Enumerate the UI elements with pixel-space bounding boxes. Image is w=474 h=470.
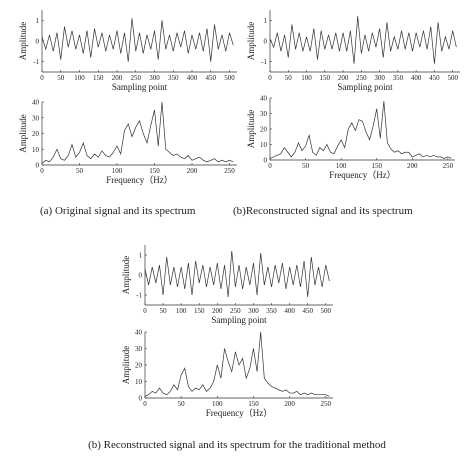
y-tick-label: 0	[139, 395, 143, 403]
caption: (a) Original signal and its spectrum	[40, 205, 196, 217]
y-axis-label: Amplitude	[246, 22, 256, 61]
x-tick-label: 150	[248, 400, 259, 408]
x-axis-label: Frequency（Hz）	[106, 175, 172, 185]
y-tick-label: 10	[260, 141, 268, 149]
y-tick-label: 30	[135, 345, 143, 353]
x-tick-label: 300	[248, 307, 259, 315]
x-tick-label: 300	[374, 74, 385, 82]
x-tick-label: 500	[321, 307, 332, 315]
y-tick-label: 40	[135, 329, 143, 337]
x-tick-label: 0	[143, 307, 147, 315]
x-tick-label: 50	[178, 400, 186, 408]
x-tick-label: 400	[187, 74, 198, 82]
signal-line	[269, 101, 452, 159]
y-tick-label: 40	[32, 99, 40, 107]
x-tick-label: 100	[301, 74, 312, 82]
x-tick-label: 150	[371, 162, 382, 170]
x-tick-label: 50	[302, 162, 310, 170]
caption: (b)Reconstructed signal and its spectrum	[233, 205, 413, 217]
y-axis-label: Amplitude	[246, 110, 256, 149]
y-tick-label: 20	[135, 362, 143, 370]
x-tick-label: 450	[206, 74, 217, 82]
x-tick-label: 150	[93, 74, 104, 82]
x-tick-label: 200	[187, 167, 198, 175]
x-tick-label: 250	[224, 167, 235, 175]
y-tick-label: 30	[260, 110, 268, 118]
x-tick-label: 200	[338, 74, 349, 82]
y-tick-label: 0	[36, 162, 40, 170]
x-tick-label: 150	[194, 307, 205, 315]
x-tick-label: 350	[393, 74, 404, 82]
x-tick-label: 500	[224, 74, 235, 82]
x-axis-label: Sampling point	[112, 82, 168, 92]
y-tick-label: 20	[260, 126, 268, 134]
x-tick-label: 450	[429, 74, 440, 82]
x-tick-label: 500	[447, 74, 458, 82]
x-tick-label: 400	[284, 307, 295, 315]
x-axis-label: Frequency（Hz）	[206, 408, 272, 418]
x-tick-label: 350	[266, 307, 277, 315]
x-tick-label: 50	[76, 167, 84, 175]
x-axis-label: Sampling point	[337, 82, 393, 92]
x-tick-label: 0	[40, 167, 44, 175]
caption: (b) Reconstructed signal and its spectru…	[88, 439, 386, 451]
x-tick-label: 200	[212, 307, 223, 315]
y-axis-label: Amplitude	[18, 22, 28, 61]
x-tick-label: 250	[321, 400, 332, 408]
y-axis-label: Amplitude	[18, 114, 28, 153]
signal-line	[144, 250, 330, 298]
x-tick-label: 300	[149, 74, 160, 82]
y-tick-label: 1	[264, 17, 268, 25]
signal-line	[144, 331, 330, 397]
signal-line	[269, 16, 457, 64]
x-tick-label: 200	[407, 162, 418, 170]
x-tick-label: 0	[268, 74, 272, 82]
y-tick-label: 0	[264, 157, 268, 165]
x-axis-label: Sampling point	[211, 315, 267, 325]
y-axis-label: Amplitude	[121, 256, 131, 295]
x-tick-label: 350	[168, 74, 179, 82]
y-tick-label: -1	[33, 58, 39, 66]
x-tick-label: 450	[302, 307, 313, 315]
y-tick-label: 1	[36, 17, 40, 25]
x-tick-label: 100	[112, 167, 123, 175]
signal-line	[41, 18, 234, 62]
y-tick-label: 30	[32, 114, 40, 122]
y-tick-label: 0	[264, 38, 268, 46]
x-axis-label: Frequency（Hz）	[329, 170, 395, 180]
y-tick-label: 10	[135, 378, 143, 386]
x-tick-label: 250	[131, 74, 142, 82]
x-tick-label: 0	[143, 400, 147, 408]
x-tick-label: 250	[443, 162, 454, 170]
y-tick-label: 40	[260, 95, 268, 103]
x-tick-label: 100	[74, 74, 85, 82]
x-tick-label: 250	[356, 74, 367, 82]
y-tick-label: 20	[32, 130, 40, 138]
x-tick-label: 150	[149, 167, 160, 175]
x-tick-label: 50	[57, 74, 65, 82]
x-tick-label: 200	[112, 74, 123, 82]
y-tick-label: 0	[139, 272, 143, 280]
x-tick-label: 400	[411, 74, 422, 82]
y-tick-label: 0	[36, 38, 40, 46]
x-tick-label: 50	[160, 307, 168, 315]
y-tick-label: -1	[136, 292, 142, 300]
y-tick-label: -1	[261, 58, 267, 66]
x-tick-label: 100	[336, 162, 347, 170]
x-tick-label: 100	[212, 400, 223, 408]
x-tick-label: 150	[320, 74, 331, 82]
x-tick-label: 50	[285, 74, 293, 82]
y-tick-label: 10	[32, 146, 40, 154]
x-tick-label: 250	[230, 307, 241, 315]
x-tick-label: 0	[268, 162, 272, 170]
y-tick-label: 1	[139, 252, 143, 260]
x-tick-label: 200	[284, 400, 295, 408]
y-axis-label: Amplitude	[121, 346, 131, 385]
x-tick-label: 100	[176, 307, 187, 315]
signal-line	[41, 101, 234, 164]
x-tick-label: 0	[40, 74, 44, 82]
